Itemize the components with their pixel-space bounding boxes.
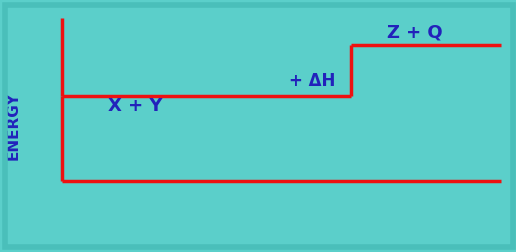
Text: ENERGY: ENERGY: [5, 92, 21, 160]
Text: + ΔH: + ΔH: [289, 72, 335, 90]
Text: X + Y: X + Y: [108, 97, 163, 115]
Text: Z + Q: Z + Q: [387, 24, 443, 42]
